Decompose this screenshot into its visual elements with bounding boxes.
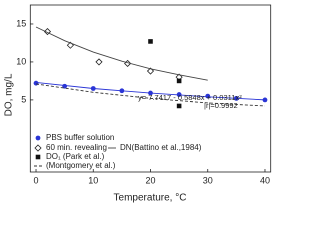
legend-label: DO₁ (Park et al.) [46, 152, 105, 161]
data-point [146, 67, 155, 75]
legend-label: 60 min. revealing [46, 143, 107, 152]
legend-label: DN(Battino et al.,1984) [120, 143, 202, 152]
y-axis-title: DO, mg/L [4, 73, 15, 116]
series-line [35, 83, 265, 107]
legend-label: (Montgomery et al.) [46, 161, 116, 170]
data-point [176, 78, 182, 84]
annotation: y= 7.7417 - 0.5848x + 0.0311x² [138, 93, 242, 102]
data-point [95, 58, 103, 66]
y-tick-label: 5 [21, 94, 26, 104]
annotation: |r|=0.9992 [204, 101, 238, 110]
chart: Temperature, °C DO, mg/L 0 10 20 30 40 5 10 15 y… [4, 4, 272, 204]
x-tick-label: 30 [203, 175, 213, 185]
legend-swatch [34, 144, 42, 152]
series-line [35, 81, 265, 101]
x-tick-label: 10 [88, 175, 98, 185]
data-point [148, 39, 153, 44]
legend-swatch [35, 154, 41, 160]
x-tick-label: 40 [260, 175, 270, 185]
page: Temperature, °C DO, mg/L 0 10 20 30 40 5 10 15 y… [3, 4, 272, 204]
series-line [35, 26, 208, 81]
data-point [176, 103, 182, 109]
data-point [33, 80, 39, 86]
x-tick-label: 20 [145, 175, 155, 185]
legend-swatch [35, 135, 41, 141]
legend-label: PBS buffer solution [46, 133, 114, 142]
x-axis-title: Temperature, °C [114, 193, 187, 204]
x-tick-label: 0 [34, 175, 39, 185]
y-tick-label: 10 [16, 56, 26, 66]
y-tick-label: 15 [16, 18, 26, 28]
